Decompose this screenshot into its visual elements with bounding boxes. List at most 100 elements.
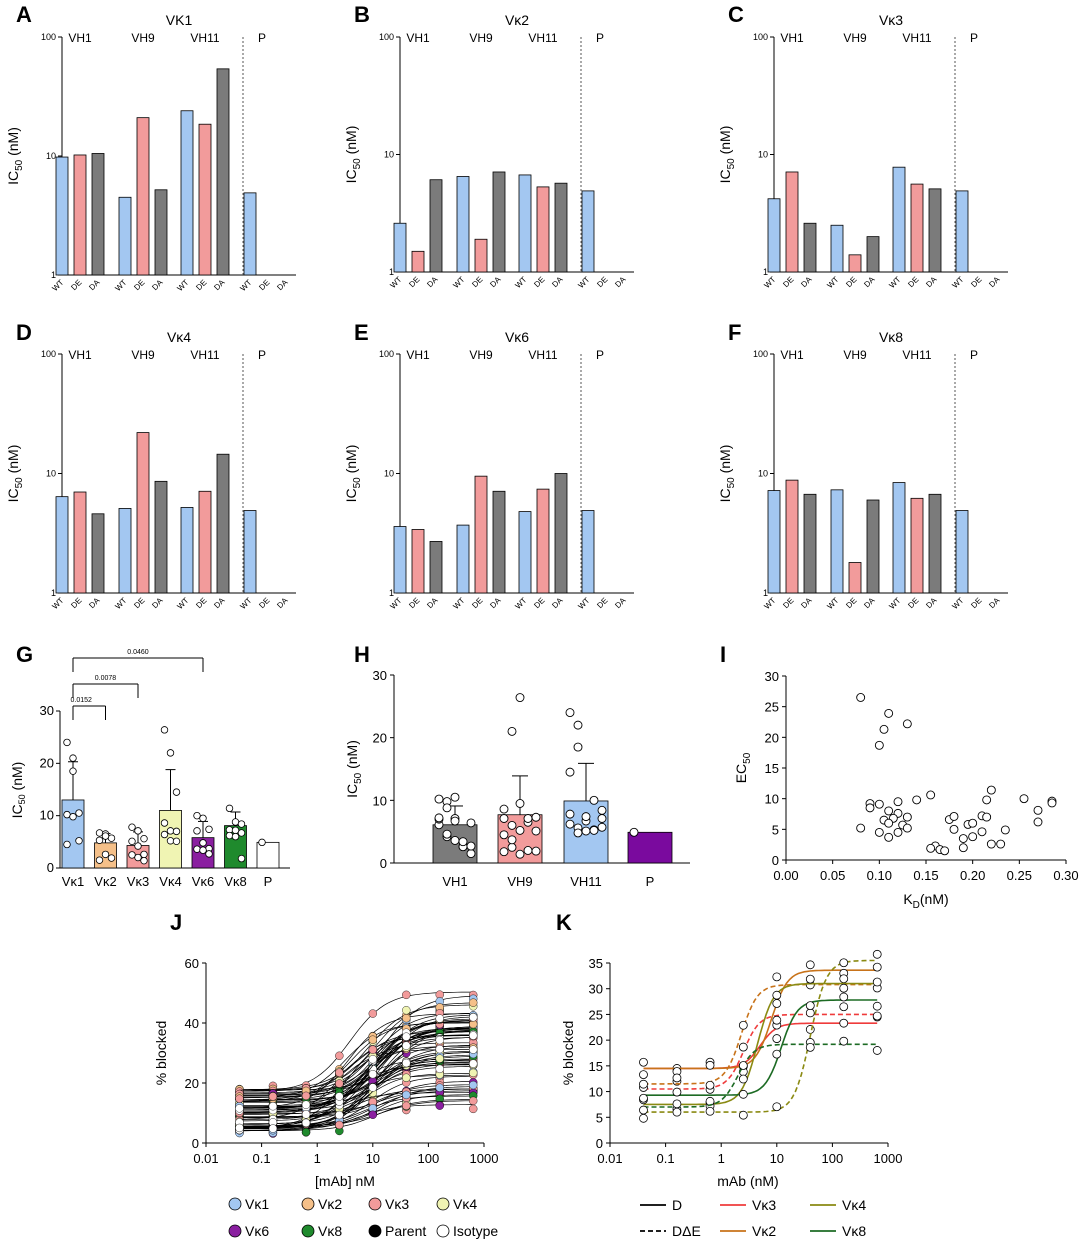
panel-K-curve: [643, 959, 878, 1113]
panel-K-point: [738, 1042, 748, 1052]
panel-G-point: [140, 834, 148, 843]
panel-J-point: [469, 1104, 478, 1114]
panel-G-point: [258, 838, 266, 847]
panel-F-title: Vκ8: [879, 329, 903, 345]
panel-J-point: [402, 1101, 411, 1110]
panel-D-title: Vκ4: [167, 329, 191, 345]
panel-D-bar-label: WT: [175, 596, 190, 611]
panel-F-group-label: VH11: [902, 348, 931, 362]
panel-J-point: [335, 1092, 344, 1101]
panel-A-bar: [198, 123, 212, 276]
panel-H-x-label: P: [646, 874, 655, 889]
panel-E-group-label: VH1: [406, 348, 430, 362]
panel-H-point: [499, 804, 509, 814]
panel-J-point: [402, 990, 411, 1000]
panel-B-bar: [518, 174, 532, 273]
panel-letter-A: A: [16, 2, 32, 27]
panel-F-bar: [892, 482, 906, 594]
panel-K-point: [672, 1073, 682, 1083]
panel-K-point: [705, 1106, 715, 1116]
panel-H-point: [565, 767, 575, 777]
panel-F-bar-label: DE: [969, 596, 983, 610]
panel-J-point: [335, 1120, 344, 1130]
panel-G-point: [166, 749, 175, 757]
panel-I-point: [1047, 798, 1057, 808]
panel-G-point: [69, 813, 77, 821]
panel-A-bar-label: DE: [69, 278, 83, 292]
panel-J-curve: [239, 1061, 474, 1125]
panel-I-point: [893, 827, 903, 837]
panel-H-point: [589, 825, 599, 835]
panel-J-x-label: [mAb] nM: [315, 1173, 375, 1189]
panel-D-bar-label: WT: [50, 596, 65, 611]
panel-B-y-tick-label: 1: [389, 267, 394, 277]
panel-J-point: [368, 1045, 377, 1054]
panel-I-x-tick-label: 0.00: [773, 868, 798, 883]
panel-K-point: [839, 974, 849, 984]
panel-H-point: [466, 849, 476, 859]
panel-J-curve: [239, 1037, 474, 1095]
panel-B-bar: [554, 182, 568, 273]
panel-J-point: [268, 1092, 278, 1101]
panel-A-group-label: VH1: [68, 31, 92, 45]
panel-F-bar-label: WT: [950, 596, 965, 611]
panel-A-bar: [216, 68, 230, 276]
panel-K-y-tick-label: 5: [596, 1110, 603, 1125]
panel-C-bar-label: WT: [825, 275, 840, 290]
panel-F-bar: [803, 493, 817, 594]
panel-K-y-tick-label: 15: [589, 1059, 603, 1074]
panel-G-point: [205, 850, 213, 858]
panel-D-bar: [180, 507, 194, 594]
panel-K-point: [672, 1087, 682, 1097]
panel-G-point: [140, 850, 148, 859]
panel-K-point: [772, 999, 782, 1008]
panel-K-y-tick-label: 0: [596, 1136, 603, 1151]
panel-I-point: [902, 812, 912, 822]
panel-J-y-label: % blocked: [153, 1021, 169, 1086]
panel-B-bar: [536, 186, 550, 273]
panel-I-point: [856, 693, 866, 702]
panel-K-x-tick-label: 0.01: [597, 1151, 622, 1166]
panel-G-point: [172, 827, 181, 836]
panel-J-curve: [239, 1042, 474, 1111]
panel-C-bar: [892, 166, 906, 273]
panel-K-point: [639, 1105, 648, 1115]
panel-A-group-label: VH11: [190, 31, 219, 45]
panel-H-point: [531, 812, 541, 822]
panel-J-point: [368, 1083, 377, 1092]
panel-D-bar: [243, 510, 257, 594]
panel-E-bar-label: DE: [407, 596, 421, 610]
panel-J-legend-label: Vκ1: [245, 1196, 269, 1212]
panel-J-point: [301, 1091, 311, 1101]
panel-J-point: [435, 1054, 444, 1063]
panel-F-y-tick-label: 1: [763, 588, 768, 598]
panel-E-group-label: P: [596, 348, 604, 362]
panel-H-point: [565, 708, 575, 718]
panel-B-title: Vκ2: [505, 12, 529, 28]
panel-H-point: [597, 805, 607, 815]
panel-H-point: [573, 720, 583, 730]
panel-F-bar: [785, 479, 799, 594]
panel-J-point: [435, 1101, 444, 1110]
panel-I-point: [949, 824, 959, 834]
panel-G-point: [231, 832, 240, 841]
panel-I-point: [884, 708, 894, 718]
panel-letter-B: B: [354, 2, 370, 27]
panel-H-point: [466, 818, 476, 828]
panel-J-legend-marker: [301, 1224, 315, 1238]
panel-A-bar-label: WT: [175, 278, 190, 293]
panel-J-point: [469, 1096, 478, 1106]
panel-J-curve: [239, 1034, 474, 1127]
panel-G-point: [172, 837, 181, 846]
panel-I-point: [874, 740, 884, 750]
panel-E-y-label: IC50 (nM): [343, 445, 363, 503]
panel-E-bar-label: WT: [513, 596, 528, 611]
panel-J-point: [469, 998, 478, 1007]
panel-B-y-tick-label: 10: [384, 150, 394, 160]
panel-J-point: [235, 1094, 244, 1103]
panel-H-point: [499, 814, 509, 823]
panel-H-point: [597, 822, 607, 832]
panel-C-bar-label: DE: [969, 275, 983, 289]
panel-D-group-label: VH11: [190, 348, 219, 362]
panel-F-bar: [866, 499, 880, 594]
